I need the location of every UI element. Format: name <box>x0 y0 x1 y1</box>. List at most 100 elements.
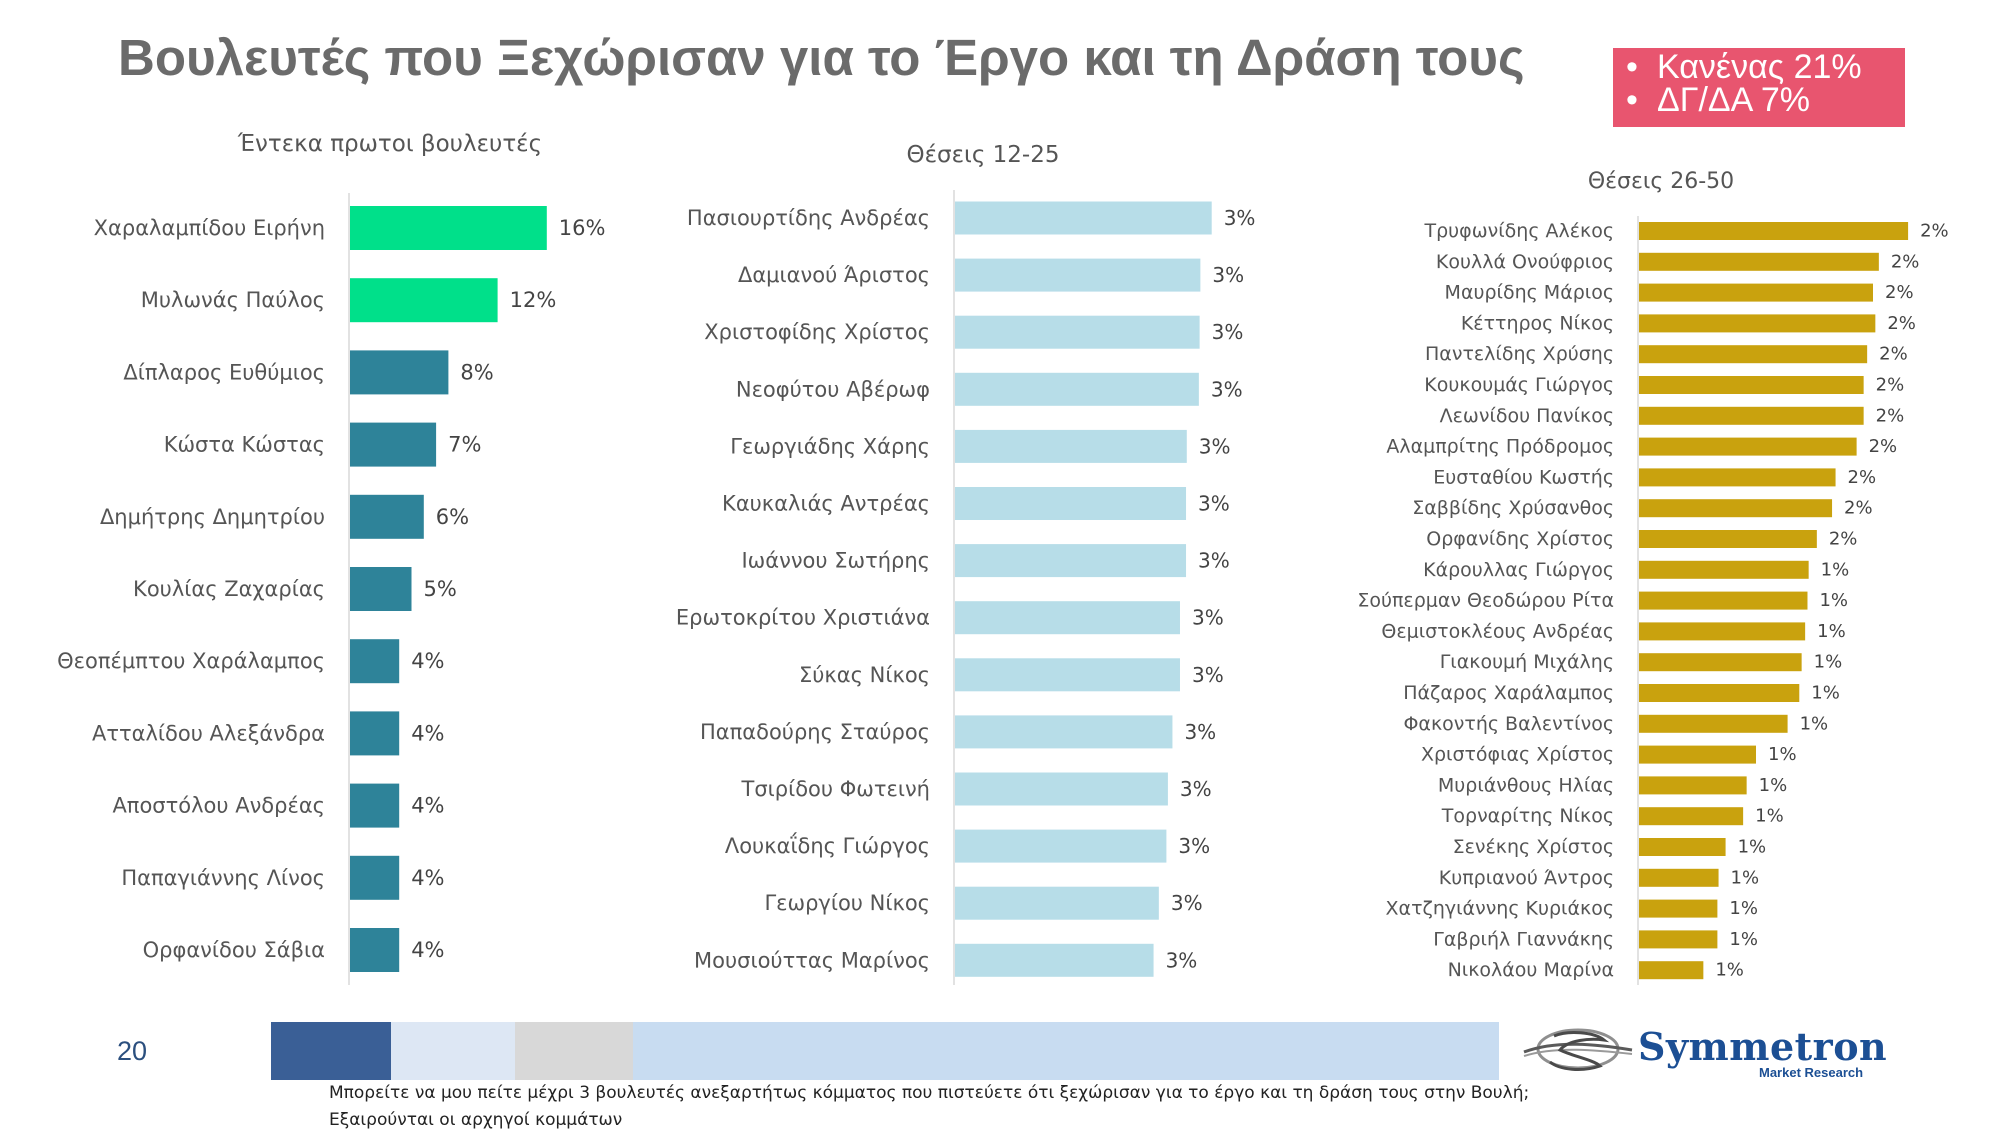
chart-3: Θέσεις 26-50 Τρυφωνίδης Αλέκος 2% Κουλλά Ον… <box>1357 169 1949 985</box>
bar <box>955 315 1200 349</box>
category-label: Δημήτρης Δημητρίου <box>100 505 325 529</box>
data-label: 3% <box>1166 948 1198 972</box>
category-label: Θεοπέμπτου Χαράλαμπος <box>57 649 325 673</box>
category-label: Φακοντής Βαλεντίνος <box>1403 713 1614 735</box>
footer-bar-segment-2 <box>391 1022 515 1080</box>
data-label: 1% <box>1729 929 1758 950</box>
data-label: 3% <box>1211 377 1243 401</box>
data-label: 4% <box>411 721 444 745</box>
data-label: 3% <box>1212 320 1244 344</box>
data-label: 2% <box>1876 405 1905 426</box>
category-label: Ευσταθίου Κωστής <box>1433 466 1614 488</box>
bar <box>1639 868 1719 887</box>
data-label: 2% <box>1829 529 1858 550</box>
category-label: Θεμιστοκλέους Ανδρέας <box>1381 620 1614 642</box>
data-label: 2% <box>1848 467 1877 488</box>
bar <box>350 639 400 684</box>
bar <box>955 715 1173 749</box>
data-label: 2% <box>1844 498 1873 519</box>
bar <box>1639 283 1873 302</box>
data-label: 3% <box>1184 720 1216 744</box>
data-label: 2% <box>1891 251 1920 272</box>
category-label: Λουκαΐδης Γιώργος <box>725 832 930 858</box>
bar <box>955 772 1168 806</box>
bar <box>350 567 412 611</box>
bar <box>1639 838 1726 856</box>
data-label: 1% <box>1738 837 1767 858</box>
data-label: 3% <box>1192 606 1224 630</box>
data-label: 1% <box>1800 713 1829 734</box>
bar <box>1639 406 1864 425</box>
bar <box>1639 222 1909 240</box>
bar <box>955 943 1154 977</box>
bullet-icon: • <box>1626 81 1638 119</box>
data-label: 4% <box>411 649 444 673</box>
data-label: 12% <box>510 288 557 312</box>
category-label: Παντελίδης Χρύσης <box>1425 343 1614 365</box>
bar <box>955 487 1187 520</box>
bar <box>1639 560 1809 579</box>
data-label: 2% <box>1869 436 1898 457</box>
data-label: 1% <box>1759 775 1788 796</box>
data-label: 3% <box>1198 549 1230 573</box>
bar <box>955 601 1180 635</box>
data-label: 4% <box>411 866 444 890</box>
bar <box>1639 591 1808 610</box>
category-label: Γιακουμή Μιχάλης <box>1440 651 1614 673</box>
category-label: Χριστοφίδης Χρίστος <box>704 320 930 344</box>
category-label: Τρυφωνίδης Αλέκος <box>1424 220 1615 242</box>
category-label: Χατζηγιάννης Κυριάκος <box>1386 898 1614 920</box>
bar <box>350 350 449 395</box>
category-label: Μουσιούττας Μαρίνος <box>694 948 930 972</box>
bar <box>955 372 1199 406</box>
bar <box>350 855 400 900</box>
category-label: Χαραλαμπίδου Ειρήνη <box>94 216 325 240</box>
category-label: Καυκαλιάς Αντρέας <box>722 492 930 516</box>
data-label: 1% <box>1819 590 1848 611</box>
bar <box>1639 807 1744 826</box>
data-label: 3% <box>1192 663 1224 687</box>
chart-title: Έντεκα πρωτοι βουλευτές <box>237 131 542 157</box>
data-label: 3% <box>1180 777 1212 801</box>
bar <box>1639 714 1788 733</box>
symmetron-logo: Symmetron Market Research <box>1516 1016 1896 1088</box>
data-label: 4% <box>411 794 444 818</box>
data-label: 6% <box>436 505 469 529</box>
data-label: 4% <box>411 938 444 962</box>
category-label: Γαβριήλ Γιαννάκης <box>1433 928 1614 950</box>
bar-charts: Έντεκα πρωτοι βουλευτές Χαραλαμπίδου Ειρή… <box>57 131 1949 985</box>
category-label: Πάζαρος Χαράλαμπος <box>1403 682 1614 704</box>
data-label: 1% <box>1755 806 1784 827</box>
data-label: 16% <box>559 216 606 240</box>
symmetron-swoosh-icon <box>1523 1028 1633 1071</box>
data-label: 1% <box>1768 744 1797 765</box>
data-label: 2% <box>1887 313 1916 334</box>
category-label: Παπαγιάννης Λίνος <box>121 866 325 890</box>
category-label: Κυπριανού Άντρος <box>1439 867 1614 889</box>
bar <box>955 886 1159 920</box>
category-label: Πασιουρτίδης Ανδρέας <box>687 206 930 230</box>
page-number: 20 <box>117 1036 148 1066</box>
category-label: Ερωτοκρίτου Χριστιάνα <box>676 606 930 630</box>
category-label: Λεωνίδου Πανίκος <box>1440 405 1614 427</box>
data-label: 3% <box>1212 263 1244 287</box>
bar <box>955 429 1187 463</box>
chart-1: Έντεκα πρωτοι βουλευτές Χαραλαμπίδου Ειρή… <box>57 131 605 985</box>
data-label: 2% <box>1920 221 1949 242</box>
data-label: 1% <box>1821 559 1850 580</box>
bar <box>350 494 424 539</box>
bar <box>1639 252 1879 271</box>
category-label: Ορφανίδης Χρίστος <box>1426 528 1614 550</box>
category-label: Σούπερμαν Θεοδώρου Ρίτα <box>1357 590 1614 612</box>
note-row-dkna: • ΔΓ/ΔΑ 7% <box>1626 81 1905 119</box>
bar <box>1639 314 1876 333</box>
bar <box>1639 499 1833 518</box>
chart-title: Θέσεις 26-50 <box>1588 169 1734 194</box>
category-label: Δίπλαρος Ευθύμιος <box>123 360 325 384</box>
footnote-line-exclusion: Εξαιρούνται οι αρχηγοί κομμάτων <box>329 1110 623 1130</box>
category-label: Αλαμπρίτης Πρόδρομος <box>1386 436 1614 458</box>
logo-tagline: Market Research <box>1759 1065 1864 1080</box>
category-label: Χριστόφιας Χρίστος <box>1421 744 1614 766</box>
category-label: Ατταλίδου Αλεξάνδρα <box>92 721 325 745</box>
bar <box>1639 376 1864 394</box>
